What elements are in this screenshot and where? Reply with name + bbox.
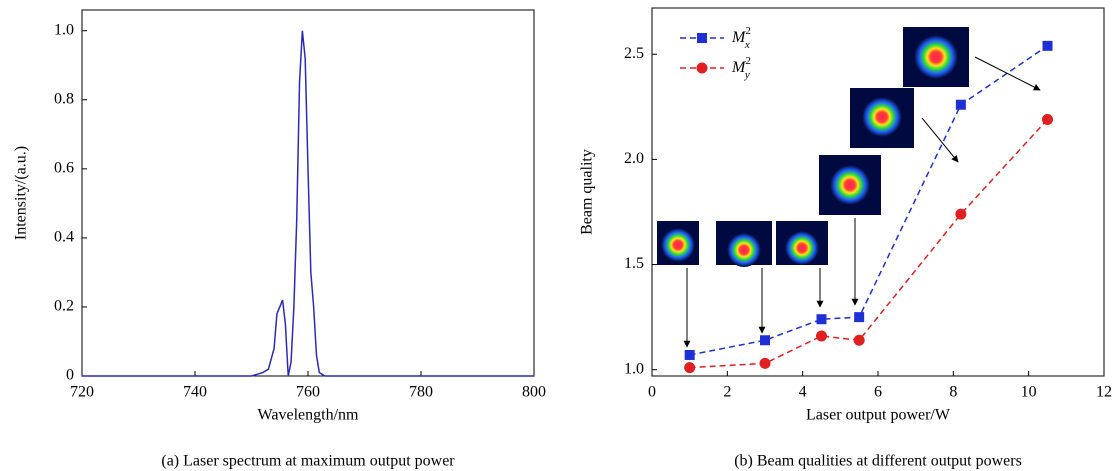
- x-tick-label: 8: [949, 384, 957, 401]
- marker: [1042, 40, 1053, 51]
- beam-spot: [862, 97, 902, 137]
- y-tick-label: 0.8: [54, 90, 74, 107]
- y-axis-label: Intensity/(a.u.): [13, 146, 30, 240]
- marker: [760, 335, 770, 346]
- marker: [1042, 113, 1053, 125]
- marker: [759, 357, 771, 369]
- x-tick-label: 10: [1021, 384, 1037, 401]
- arrow: [921, 117, 959, 163]
- beam-spot: [914, 35, 958, 79]
- x-axis-label: Wavelength/nm: [258, 407, 359, 424]
- caption: (b) Beam qualities at different output p…: [734, 453, 1022, 470]
- marker: [684, 362, 696, 374]
- y-tick-label: 0.4: [54, 229, 74, 246]
- marker: [854, 312, 865, 323]
- x-tick-label: 800: [522, 384, 546, 401]
- series-line: [689, 45, 1048, 356]
- beam-spot: [727, 233, 761, 267]
- marker: [853, 334, 865, 346]
- x-tick-label: 0: [648, 384, 656, 401]
- marker: [816, 330, 827, 342]
- x-tick-label: 720: [70, 384, 94, 401]
- beam-spot: [661, 228, 695, 262]
- y-tick-label: 2.5: [624, 45, 644, 62]
- marker: [684, 349, 695, 360]
- y-tick-label: 1.0: [624, 360, 644, 377]
- x-tick-label: 780: [409, 384, 433, 401]
- marker: [816, 314, 827, 325]
- caption: (a) Laser spectrum at maximum output pow…: [161, 453, 455, 470]
- marker: [955, 99, 966, 110]
- y-tick-label: 2.0: [624, 150, 644, 167]
- y-tick-label: 0: [66, 367, 74, 384]
- x-axis-label: Laser output power/W: [806, 407, 951, 424]
- arrow: [974, 56, 1041, 91]
- x-tick-label: 4: [799, 384, 807, 401]
- beam-spot: [830, 165, 870, 205]
- legend-label: M2 y: [731, 55, 751, 81]
- legend-marker: [696, 62, 708, 74]
- y-tick-label: 0.6: [54, 160, 74, 177]
- x-tick-label: 2: [723, 384, 731, 401]
- x-tick-label: 6: [874, 384, 882, 401]
- beam-spot: [785, 231, 819, 265]
- y-tick-label: 0.2: [54, 298, 74, 315]
- legend-label: M2 x: [731, 25, 751, 51]
- x-tick-label: 740: [183, 384, 207, 401]
- series-line: [689, 118, 1049, 369]
- x-tick-label: 12: [1096, 384, 1112, 401]
- legend-marker: [697, 33, 707, 43]
- y-tick-label: 1.0: [54, 21, 74, 38]
- x-tick-label: 760: [296, 384, 320, 401]
- beam-insets: [657, 27, 1041, 348]
- y-axis-label: Beam quality: [579, 149, 596, 235]
- spectrum-line: [82, 30, 534, 377]
- marker: [955, 208, 967, 220]
- y-tick-label: 1.5: [624, 255, 644, 272]
